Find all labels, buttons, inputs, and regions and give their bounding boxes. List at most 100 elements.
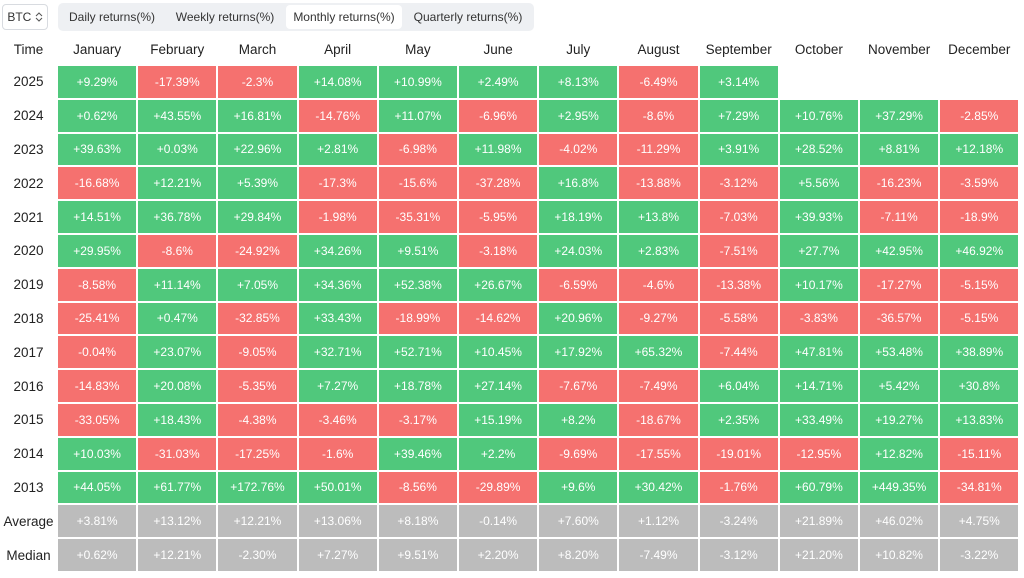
- return-cell: +39.63%: [58, 133, 137, 166]
- return-cell: -9.69%: [539, 437, 618, 470]
- return-cell: +10.45%: [459, 336, 538, 369]
- return-cell: +18.19%: [539, 201, 618, 233]
- return-cell: +15.19%: [459, 404, 538, 436]
- return-cell: -2.85%: [940, 99, 1019, 132]
- return-cell: -14.76%: [298, 99, 377, 132]
- row-label: 2015: [13, 412, 44, 428]
- return-cell: -14.83%: [58, 370, 137, 402]
- return-cell: +19.27%: [860, 404, 939, 436]
- return-cell: -7.03%: [699, 201, 778, 233]
- return-cell: -3.24%: [699, 505, 778, 538]
- return-cell: -17.25%: [218, 437, 297, 470]
- return-cell: +37.29%: [860, 99, 939, 132]
- return-cell: +11.07%: [378, 99, 457, 132]
- return-cell: -17.27%: [860, 268, 939, 301]
- return-cell: +65.32%: [619, 336, 698, 369]
- return-cell: +449.35%: [860, 471, 939, 504]
- column-header: December: [948, 41, 1011, 57]
- return-cell: +29.95%: [58, 235, 137, 267]
- column-header: August: [637, 41, 680, 57]
- row-label: Average: [3, 513, 54, 529]
- return-cell: -3.12%: [699, 167, 778, 200]
- return-cell: -8.6%: [619, 99, 698, 132]
- return-cell: -3.12%: [699, 539, 778, 571]
- return-cell: -11.29%: [619, 133, 698, 166]
- return-cell: +2.49%: [459, 66, 538, 98]
- return-cell: +2.81%: [298, 133, 377, 166]
- row-label: 2023: [13, 141, 44, 157]
- asset-label: BTC: [7, 10, 32, 24]
- return-cell: +3.81%: [58, 505, 137, 538]
- return-cell: +46.92%: [940, 235, 1019, 267]
- return-cell: -3.18%: [459, 235, 538, 267]
- return-cell: +20.96%: [539, 302, 618, 335]
- return-cell: +2.83%: [619, 235, 698, 267]
- return-cell: +29.84%: [218, 201, 297, 233]
- return-cell: +9.6%: [539, 471, 618, 504]
- return-cell: +2.20%: [459, 539, 538, 571]
- tab[interactable]: Daily returns(%): [68, 10, 155, 24]
- return-cell: +30.8%: [940, 370, 1019, 402]
- tab[interactable]: Monthly returns(%): [286, 5, 402, 29]
- column-header: Time: [13, 41, 44, 57]
- row-label: 2013: [13, 479, 44, 495]
- return-cell: -14.62%: [459, 302, 538, 335]
- column-header: November: [867, 41, 931, 57]
- return-cell: +6.04%: [699, 370, 778, 402]
- return-cell: -3.46%: [298, 404, 377, 436]
- row-label: 2020: [13, 243, 44, 259]
- return-cell: +4.75%: [940, 505, 1019, 538]
- return-cell: +17.92%: [539, 336, 618, 369]
- return-cell: +9.51%: [378, 235, 457, 267]
- return-cell: -5.95%: [459, 201, 538, 233]
- return-cell: +44.05%: [58, 471, 137, 504]
- return-cell: +43.55%: [138, 99, 217, 132]
- return-cell: -5.15%: [940, 268, 1019, 301]
- return-cell: -37.28%: [459, 167, 538, 200]
- return-cell: +22.96%: [218, 133, 297, 166]
- return-cell: +26.67%: [459, 268, 538, 301]
- return-cell: -6.98%: [378, 133, 457, 166]
- return-cell: +24.03%: [539, 235, 618, 267]
- return-cell: +1.12%: [619, 505, 698, 538]
- row-label: 2014: [13, 446, 44, 462]
- row-label: 2019: [13, 277, 44, 293]
- return-cell: +11.98%: [459, 133, 538, 166]
- return-cell: -7.49%: [619, 539, 698, 571]
- return-cell: +0.03%: [138, 133, 217, 166]
- return-cell: -8.58%: [58, 268, 137, 301]
- return-cell: -3.17%: [378, 404, 457, 436]
- return-cell: -3.22%: [940, 539, 1019, 571]
- return-cell: +3.14%: [699, 66, 778, 98]
- return-cell: +20.08%: [138, 370, 217, 402]
- return-cell: -7.49%: [619, 370, 698, 402]
- return-cell: +18.78%: [378, 370, 457, 402]
- return-cell: -18.9%: [940, 201, 1019, 233]
- return-cell: +46.02%: [860, 505, 939, 538]
- asset-select[interactable]: BTC: [2, 4, 48, 30]
- return-cell: +14.71%: [779, 370, 858, 402]
- return-cell: -17.55%: [619, 437, 698, 470]
- return-cell: -3.59%: [940, 167, 1019, 200]
- tab[interactable]: Quarterly returns(%): [413, 10, 523, 24]
- return-cell: +12.21%: [138, 539, 217, 571]
- return-cell: +2.95%: [539, 99, 618, 132]
- return-cell: +38.89%: [940, 336, 1019, 369]
- column-header: July: [566, 41, 591, 57]
- row-label: 2017: [13, 344, 44, 360]
- column-header: May: [405, 41, 431, 57]
- return-cell: +33.43%: [298, 302, 377, 335]
- return-cell: +5.39%: [218, 167, 297, 200]
- return-cell: +5.56%: [779, 167, 858, 200]
- return-cell: +172.76%: [218, 471, 297, 504]
- tab[interactable]: Weekly returns(%): [175, 10, 275, 24]
- return-cell: -7.44%: [699, 336, 778, 369]
- return-cell: -2.3%: [218, 66, 297, 98]
- return-cell: +0.62%: [58, 539, 137, 571]
- column-header: September: [705, 41, 772, 57]
- return-cell: +2.35%: [699, 404, 778, 436]
- column-header: October: [794, 41, 843, 57]
- return-cell: -5.58%: [699, 302, 778, 335]
- return-cell: -1.76%: [699, 471, 778, 504]
